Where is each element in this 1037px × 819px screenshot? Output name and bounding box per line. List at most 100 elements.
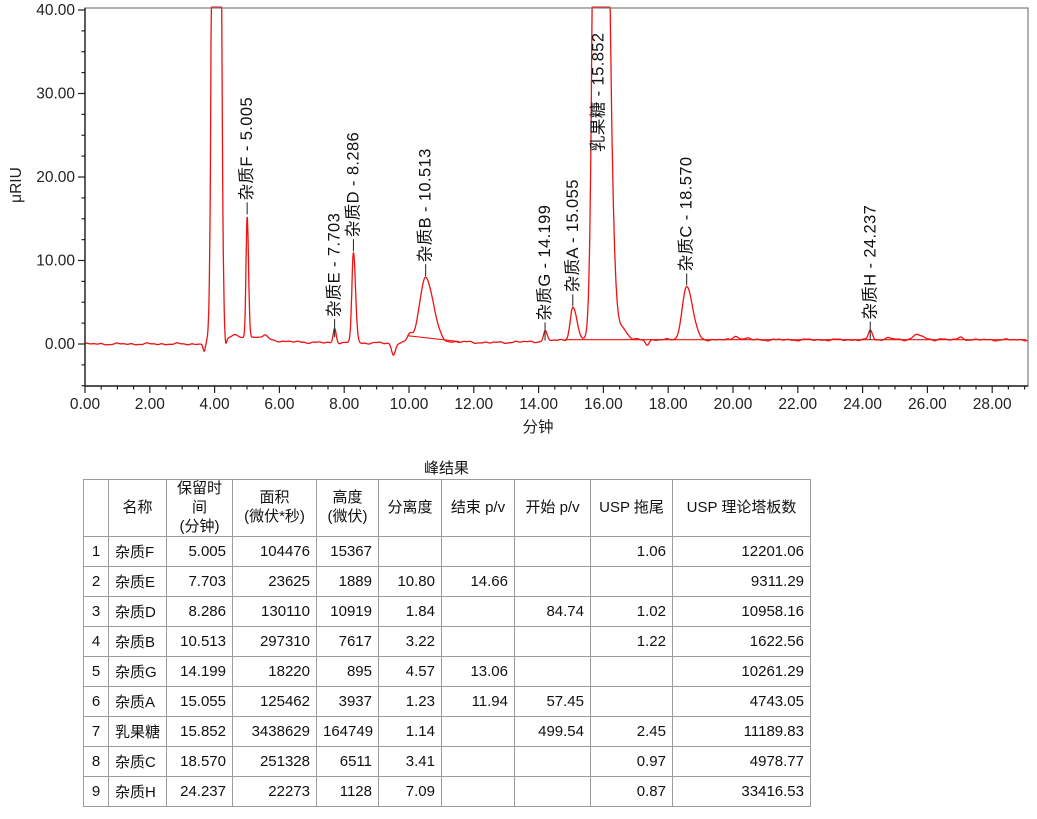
- table-cell: 杂质C: [108, 746, 167, 778]
- x-tick-label: 2.00: [135, 396, 166, 413]
- y-tick-label: 40.00: [36, 2, 75, 19]
- x-tick-label: 20.00: [714, 396, 753, 413]
- table-row: 4 杂质B 10.513 297310 7617 3.22 1.22 1622.56: [83, 626, 811, 658]
- column-header: 名称: [108, 478, 167, 538]
- table-cell: 23625: [232, 566, 317, 598]
- table-row: 5 杂质G 14.199 18220 895 4.57 13.06 10261.29: [83, 656, 811, 688]
- table-cell: 1.84: [378, 596, 442, 628]
- table-cell: 5.005: [166, 536, 233, 568]
- table-cell: 4743.05: [672, 686, 811, 718]
- table-cell: 14.199: [166, 656, 233, 688]
- peak-label: 杂质C - 18.570: [677, 157, 696, 272]
- table-cell: 13.06: [441, 656, 515, 688]
- x-tick-label: 10.00: [390, 396, 429, 413]
- table-cell: 杂质E: [108, 566, 167, 598]
- peak-results-table: 名称 保留时间 (分钟) 面积 (微伏*秒) 高度 (微伏) 分离度 结束 p/v 开始 p…: [83, 478, 811, 808]
- peak-label: 杂质H - 24.237: [860, 205, 879, 320]
- table-cell: 18220: [232, 656, 317, 688]
- x-tick-label: 8.00: [329, 396, 360, 413]
- x-tick-label: 12.00: [454, 396, 493, 413]
- table-cell: [441, 536, 515, 568]
- table-cell: [590, 566, 673, 598]
- x-tick-label: 4.00: [200, 396, 231, 413]
- table-cell: 10.513: [166, 626, 233, 658]
- table-cell: 7.703: [166, 566, 233, 598]
- table-row: 1 杂质F 5.005 104476 15367 1.06 12201.06: [83, 536, 811, 568]
- table-cell: 9: [83, 776, 109, 808]
- table-cell: [514, 626, 591, 658]
- y-axis-ticks: 0.00 10.00 20.00 30.00 40.00: [36, 2, 85, 387]
- table-cell: 10.80: [378, 566, 442, 598]
- table-cell: 乳果糖: [108, 716, 167, 748]
- table-cell: 8: [83, 746, 109, 778]
- column-header: 开始 p/v: [514, 478, 591, 538]
- table-cell: 57.45: [514, 686, 591, 718]
- peak-label: 杂质E - 7.703: [325, 213, 344, 317]
- table-cell: 130110: [232, 596, 317, 628]
- table-cell: [378, 536, 442, 568]
- table-row: 6 杂质A 15.055 125462 3937 1.23 11.94 57.45 4743.0…: [83, 686, 811, 718]
- table-cell: 14.66: [441, 566, 515, 598]
- table-cell: 1.23: [378, 686, 442, 718]
- y-tick-label: 0.00: [45, 336, 76, 353]
- table-cell: 杂质G: [108, 656, 167, 688]
- table-cell: 22273: [232, 776, 317, 808]
- table-cell: 9311.29: [672, 566, 811, 598]
- y-axis-label: μRIU: [8, 167, 25, 203]
- table-cell: 11.94: [441, 686, 515, 718]
- table-cell: 12201.06: [672, 536, 811, 568]
- table-cell: 6511: [316, 746, 379, 778]
- table-cell: 4: [83, 626, 109, 658]
- peak-label: 杂质B - 10.513: [416, 148, 435, 262]
- table-cell: 3.41: [378, 746, 442, 778]
- table-cell: 251328: [232, 746, 317, 778]
- y-tick-label: 30.00: [36, 86, 75, 103]
- table-cell: [590, 656, 673, 688]
- table-cell: [514, 656, 591, 688]
- table-cell: 15367: [316, 536, 379, 568]
- peak-label: 杂质D - 8.286: [343, 132, 362, 237]
- y-tick-label: 10.00: [36, 253, 75, 270]
- table-cell: [441, 596, 515, 628]
- x-tick-label: 24.00: [843, 396, 882, 413]
- table-cell: 杂质F: [108, 536, 167, 568]
- x-tick-label: 28.00: [973, 396, 1012, 413]
- table-cell: [514, 776, 591, 808]
- chromatogram: 0.00 2.00 4.00 6.00 8.00 10.00 12.00 14.00 16.00…: [8, 2, 1029, 436]
- table-cell: 7617: [316, 626, 379, 658]
- peak-label: 杂质G - 14.199: [535, 205, 554, 321]
- x-tick-label: 16.00: [584, 396, 623, 413]
- table-row: 8 杂质C 18.570 251328 6511 3.41 0.97 4978.77: [83, 746, 811, 778]
- table-row: 3 杂质D 8.286 130110 10919 1.84 84.74 1.02 10958.1…: [83, 596, 811, 628]
- table-cell: 1.06: [590, 536, 673, 568]
- table-cell: 1: [83, 536, 109, 568]
- column-header: [83, 478, 109, 538]
- column-header: 高度 (微伏): [316, 478, 379, 538]
- table-cell: 4.57: [378, 656, 442, 688]
- integration-baseline: [407, 335, 460, 343]
- x-tick-label: 18.00: [649, 396, 688, 413]
- column-header: 分离度: [378, 478, 442, 538]
- plot-border: [84, 7, 1029, 387]
- table-cell: [441, 626, 515, 658]
- x-tick-label: 0.00: [70, 396, 101, 413]
- table-cell: 33416.53: [672, 776, 811, 808]
- table-cell: 1.14: [378, 716, 442, 748]
- table-cell: 5: [83, 656, 109, 688]
- table-cell: 4978.77: [672, 746, 811, 778]
- column-header: USP 理论塔板数: [672, 478, 811, 538]
- table-cell: 3.22: [378, 626, 442, 658]
- header-row: 名称 保留时间 (分钟) 面积 (微伏*秒) 高度 (微伏) 分离度 结束 p/v 开始 p…: [83, 478, 811, 538]
- table-cell: 3: [83, 596, 109, 628]
- peak-label: 杂质F - 5.005: [237, 97, 256, 200]
- x-axis-ticks: 0.00 2.00 4.00 6.00 8.00 10.00 12.00 14.00 16.00…: [70, 386, 1026, 413]
- table-cell: 1622.56: [672, 626, 811, 658]
- table-cell: 杂质A: [108, 686, 167, 718]
- table-cell: 7.09: [378, 776, 442, 808]
- table-cell: 杂质H: [108, 776, 167, 808]
- table-cell: 杂质B: [108, 626, 167, 658]
- table-cell: 1.02: [590, 596, 673, 628]
- table-cell: 24.237: [166, 776, 233, 808]
- peak-label: 乳果糖 - 15.852: [589, 33, 608, 152]
- table-cell: 1889: [316, 566, 379, 598]
